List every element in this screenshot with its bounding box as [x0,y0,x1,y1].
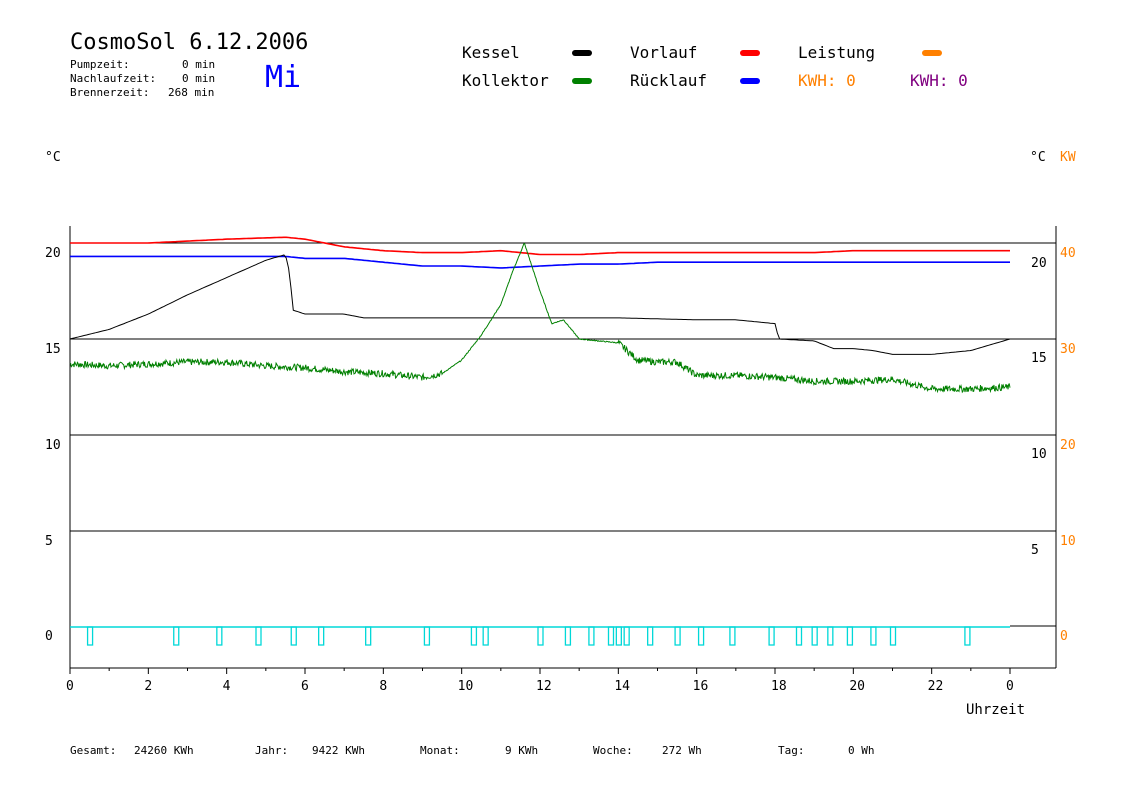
pump-pulse [564,626,572,646]
y-tick-right-kw: 30 [1060,342,1076,357]
x-tick-label: 10 [458,679,474,694]
y-tick-right-kw: 20 [1060,438,1076,453]
pump-pulse [889,626,897,646]
x-tick-label: 8 [379,679,387,694]
footer-jahr-value: 9422 KWh [312,744,365,757]
brennerzeit-label: Brennerzeit: [70,86,150,99]
y-tick-right-kw: 0 [1060,629,1068,644]
pump-pulse [623,626,630,646]
footer-tag-label: Tag: [778,744,805,757]
pump-pulse [697,626,705,646]
pump-pulse [290,626,297,646]
pump-pulse [768,626,775,646]
x-tick-label: 0 [1006,679,1014,694]
footer-monat-label: Monat: [420,744,460,757]
x-tick-label: 22 [928,679,944,694]
pump-pulse [255,626,262,646]
x-tick-label: 18 [771,679,787,694]
y-tick-right-c: 5 [1031,543,1039,558]
footer-woche-label: Woche: [593,744,633,757]
legend-vorlauf-label: Vorlauf [630,43,698,62]
legend-ruecklauf-label: Rücklauf [630,71,708,90]
legend-vorlauf-swatch [740,50,760,56]
pump-pulse [86,626,94,646]
x-tick-label: 20 [849,679,865,694]
pump-pulse [870,626,877,646]
y-tick-right-kw: 10 [1060,534,1076,549]
legend-leistung-label: Leistung [798,43,876,62]
series-line-kessel [69,254,1011,355]
nachlaufzeit-value: 0 min [182,72,216,85]
pump-pulse [470,626,478,646]
pump-pulse [173,626,180,646]
right-axis-unit: °C [1030,150,1046,165]
pump-pulse [729,626,736,646]
pump-pulse [482,626,489,646]
legend-kessel-swatch [572,50,592,56]
y-tick-left: 10 [45,438,61,453]
left-axis-unit: °C [45,150,61,165]
y-tick-left: 5 [45,534,53,549]
x-axis-label: Uhrzeit [966,702,1026,718]
x-tick-label: 16 [693,679,709,694]
brennerzeit-value: 268 min [168,86,215,99]
weekday-label: Mi [265,60,302,95]
footer-jahr-label: Jahr: [255,744,289,757]
pump-pulse [827,626,834,646]
footer-gesamt-value: 24260 KWh [134,744,194,757]
series-line-vorlauf [70,236,1010,256]
pump-pulse [964,626,971,646]
legend-ruecklauf-swatch [740,78,760,84]
footer-monat-value: 9 KWh [505,744,539,757]
pump-pulse [811,626,818,646]
series-line-kollektor [69,242,1011,394]
kwh-orange: KWH: 0 [798,71,856,90]
pump-pulse [607,626,615,646]
footer-tag-value: 0 Wh [848,744,875,757]
pump-pulse [216,626,223,646]
nachlaufzeit-label: Nachlaufzeit: [70,72,157,85]
pumpzeit-label: Pumpzeit: [70,58,130,71]
x-tick-label: 2 [144,679,152,694]
x-tick-label: 12 [536,679,552,694]
series-line-ruecklauf [70,255,1010,269]
y-tick-right-c: 10 [1031,447,1047,462]
y-tick-left: 15 [45,342,61,357]
pump-pulse [318,626,325,646]
y-tick-right-c: 15 [1031,351,1047,366]
pump-pulse [365,626,372,646]
x-tick-label: 6 [301,679,309,694]
pump-pulse [588,626,595,646]
y-tick-left: 20 [45,246,61,261]
x-tick-label: 14 [614,679,630,694]
x-tick-label: 4 [223,679,231,694]
pump-pulse [674,626,681,646]
page-title: CosmoSol 6.12.2006 [70,30,309,55]
pump-pulse [615,626,622,646]
pump-pulse [647,626,654,646]
legend-kessel-label: Kessel [462,43,520,62]
footer-woche-value: 272 Wh [662,744,702,757]
y-tick-right-c: 20 [1031,256,1047,271]
legend-kollektor-swatch [572,78,592,84]
right-axis-unit-kw: KW [1060,150,1076,165]
footer-gesamt-label: Gesamt: [70,744,117,757]
y-tick-right-kw: 40 [1060,246,1076,261]
legend-kollektor-label: Kollektor [462,71,549,90]
kwh-purple: KWH: 0 [910,71,968,90]
pump-pulse [537,626,544,646]
legend-leistung-swatch [922,50,942,56]
x-tick-label: 0 [66,679,74,694]
pump-pulse [846,626,854,646]
y-tick-left: 0 [45,629,53,644]
pump-pulse [795,626,803,646]
pumpzeit-value: 0 min [182,58,216,71]
pump-pulse [423,626,431,646]
